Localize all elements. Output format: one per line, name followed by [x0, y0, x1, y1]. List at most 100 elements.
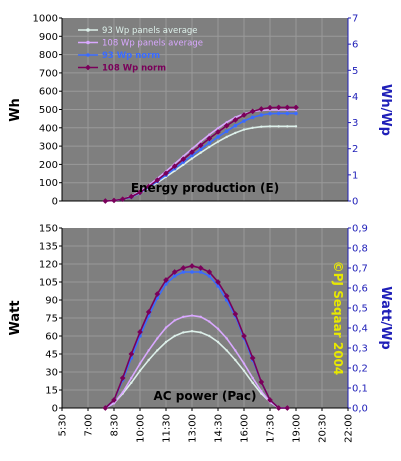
bottom-series-point-3: [232, 311, 239, 317]
top-series-point-2: [294, 111, 298, 116]
top-y-tick-label: 0: [52, 197, 58, 208]
top-series-point-3: [137, 189, 143, 196]
bottom-y-right-tick-label: 0,2: [352, 364, 368, 375]
top-series-point-3: [241, 112, 247, 118]
bottom-series-point-3: [137, 329, 143, 335]
top-series-point-2: [242, 119, 246, 123]
top-chart-title: Energy production (E): [131, 181, 279, 195]
bottom-series-point-3: [163, 277, 169, 283]
top-series-point-2: [216, 135, 220, 139]
top-series-point-0: [234, 131, 237, 135]
x-tick-label: 17:30: [266, 414, 277, 443]
bottom-series-point-1: [208, 320, 211, 323]
top-series-point-1: [190, 147, 194, 151]
bottom-y-tick-label: 150: [39, 224, 58, 235]
bottom-series-point-2: [181, 270, 186, 274]
bottom-y-right-tick-label: 0,7: [352, 264, 368, 275]
top-series-point-0: [225, 135, 228, 139]
top-y-right-tick-label: 1: [352, 170, 358, 181]
bottom-y-axis-label: Watt: [8, 300, 23, 335]
top-y-axis-label-right: Wh/Wp: [378, 84, 393, 136]
top-series-point-0: [242, 128, 246, 131]
bottom-y-right-tick-label: 0,9: [352, 224, 368, 235]
top-series-point-3: [154, 177, 161, 183]
top-series-point-0: [216, 140, 220, 143]
bottom-series-point-0: [147, 358, 150, 362]
bottom-series-point-3: [215, 279, 221, 285]
bottom-chart-title: AC power (Pac): [153, 389, 256, 403]
bottom-series-point-3: [189, 263, 195, 269]
bottom-y-axis-label-right: Watt/Wp: [378, 286, 393, 349]
x-tick-label: 20:30: [318, 414, 329, 443]
bottom-series-point-0: [182, 331, 185, 334]
x-tick-label: 8:30: [110, 414, 121, 436]
legend-marker-3: [85, 64, 91, 71]
top-y-right-tick-label: 4: [352, 92, 358, 103]
top-series-point-3: [293, 104, 299, 111]
bottom-series-point-1: [251, 376, 254, 380]
bottom-series-point-3: [223, 293, 230, 299]
top-series-point-0: [260, 125, 263, 128]
bottom-series-point-3: [180, 265, 187, 271]
bottom-series-point-1: [260, 390, 263, 393]
bottom-series-point-3: [267, 397, 273, 403]
bottom-series-point-1: [190, 314, 194, 317]
bottom-series-point-0: [225, 349, 228, 352]
bottom-y-right-tick-label: 0,3: [352, 344, 368, 355]
legend-label-1: 108 Wp panels average: [102, 39, 203, 49]
bottom-series-point-3: [258, 379, 265, 385]
bottom-series-point-0: [216, 340, 220, 344]
bottom-y-right-tick-label: 0,8: [352, 244, 368, 255]
bottom-series-point-1: [234, 349, 237, 352]
x-tick-label: 5:30: [58, 414, 69, 436]
top-series-point-2: [276, 111, 281, 116]
top-series-point-0: [190, 157, 194, 160]
bottom-series-point-2: [198, 270, 203, 274]
bottom-series-point-1: [156, 337, 159, 340]
bottom-y-right-tick-label: 0,4: [352, 324, 368, 335]
top-series-point-1: [216, 126, 220, 130]
top-y-tick-label: 900: [39, 32, 58, 43]
bottom-series-point-3: [284, 405, 291, 411]
top-series-point-2: [198, 147, 203, 152]
legend-marker-1: [86, 40, 90, 45]
top-series-point-0: [208, 145, 211, 149]
top-series-point-0: [182, 163, 185, 166]
bottom-series-point-3: [197, 265, 204, 271]
bottom-y-right-tick-label: 0,6: [352, 284, 368, 295]
top-series-point-2: [268, 111, 272, 116]
top-y-axis-label: Wh: [8, 98, 23, 122]
bottom-y-tick-label: 75: [45, 314, 58, 325]
bottom-y-tick-label: 30: [45, 368, 58, 379]
bottom-series-point-1: [225, 337, 228, 340]
bottom-y-tick-label: 0: [52, 404, 58, 415]
bottom-series-line-0: [104, 330, 288, 409]
bottom-series-point-0: [199, 331, 202, 334]
top-series-point-3: [180, 156, 187, 162]
top-y-tick-label: 300: [39, 142, 58, 153]
bottom-y-tick-label: 135: [39, 242, 58, 253]
bottom-series-point-1: [147, 349, 150, 352]
bottom-series-point-1: [130, 376, 133, 380]
x-tick-label: 13:00: [188, 414, 199, 443]
bottom-series-point-3: [119, 375, 126, 381]
bottom-series-point-1: [112, 402, 116, 405]
bottom-series-point-1: [216, 327, 220, 330]
top-series-point-0: [294, 125, 298, 128]
top-series-point-3: [206, 135, 213, 142]
bottom-series-point-2: [172, 274, 177, 278]
bottom-series-point-1: [164, 326, 168, 329]
top-y-right-tick-label: 6: [352, 40, 358, 51]
top-y-tick-label: 200: [39, 160, 58, 171]
bottom-series-point-1: [242, 362, 246, 365]
top-series-point-0: [199, 151, 202, 154]
legend-marker-2: [86, 53, 90, 57]
bottom-y-right-tick-label: 0,1: [352, 384, 368, 395]
bottom-series-point-0: [234, 358, 237, 362]
top-y-tick-label: 100: [39, 178, 58, 189]
top-series-point-3: [128, 193, 135, 200]
bottom-series-point-1: [199, 315, 202, 318]
x-tick-label: 14:30: [214, 414, 225, 443]
bottom-y-tick-label: 120: [39, 260, 58, 271]
